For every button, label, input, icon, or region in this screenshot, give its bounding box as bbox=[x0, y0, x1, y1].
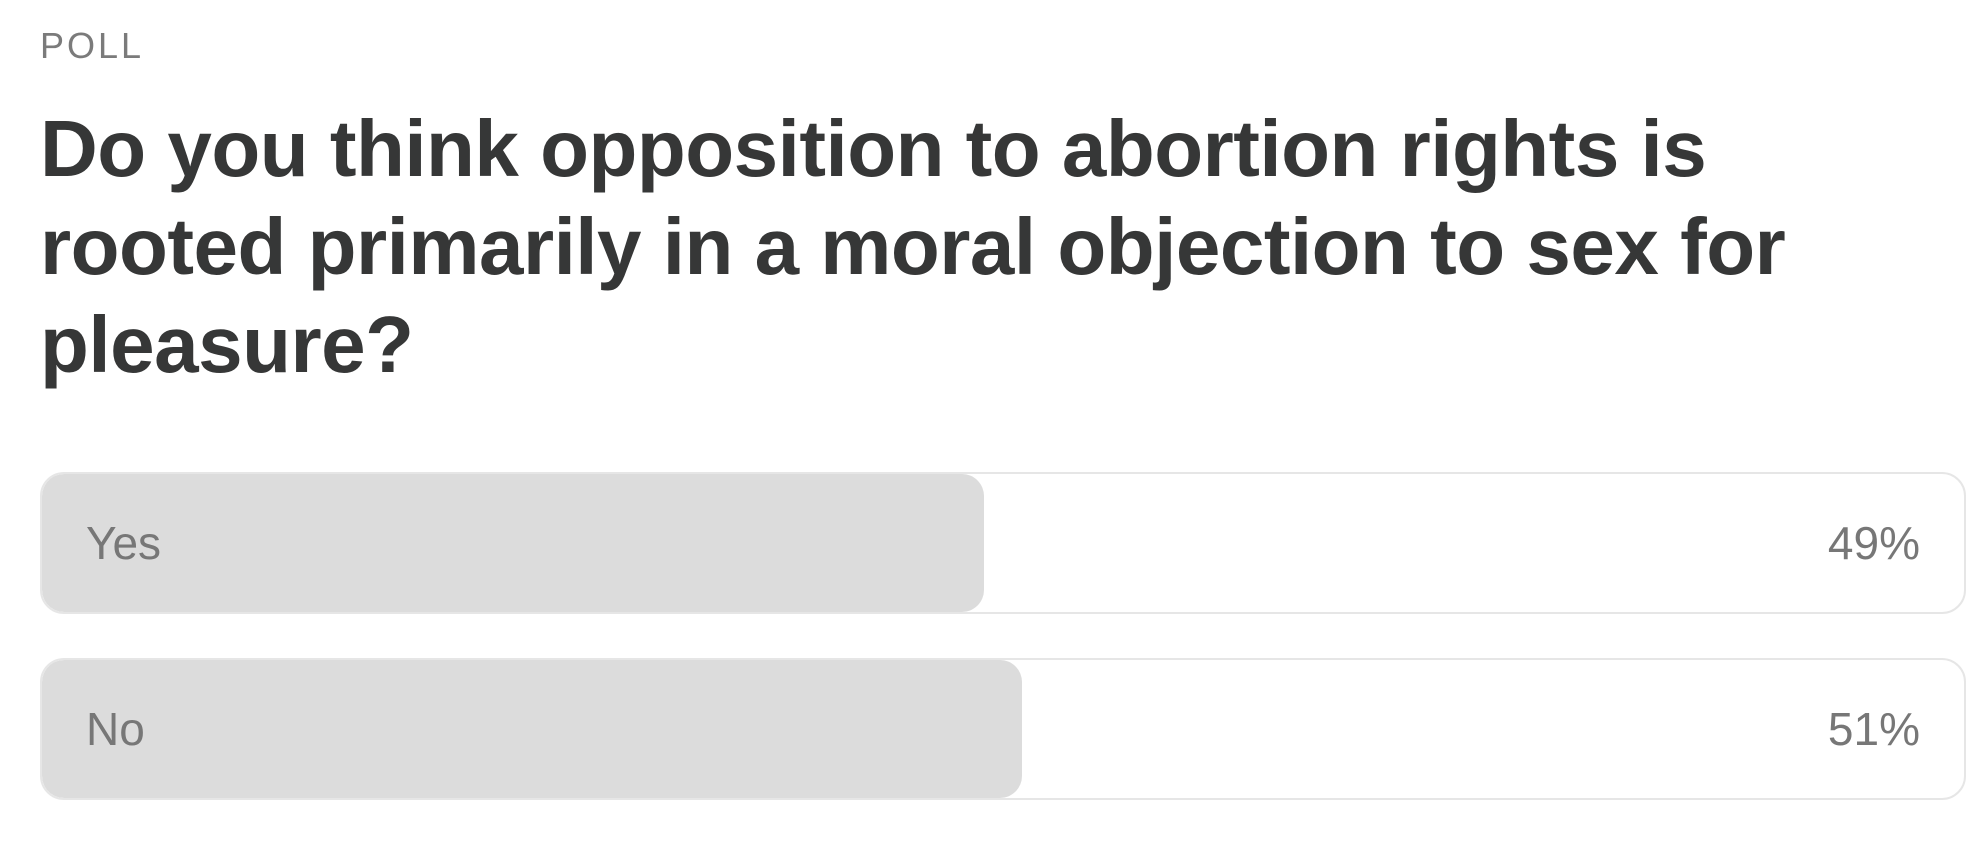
poll-option-no-label: No bbox=[86, 703, 145, 755]
poll-option-no[interactable]: No 51% bbox=[40, 658, 1966, 800]
poll-label: POLL bbox=[40, 25, 145, 66]
poll-question: Do you think opposition to abortion righ… bbox=[40, 104, 1786, 389]
poll-options: Yes 49% No 51% bbox=[40, 472, 1966, 844]
poll-option-yes-result-bar bbox=[42, 474, 984, 612]
poll-option-yes-label: Yes bbox=[86, 517, 162, 569]
poll-option-no-percent: 51% bbox=[1827, 703, 1920, 755]
poll-option-yes-percent: 49% bbox=[1827, 517, 1920, 569]
poll-option-no-result-bar bbox=[42, 660, 1023, 798]
poll-option-yes[interactable]: Yes 49% bbox=[40, 472, 1966, 614]
